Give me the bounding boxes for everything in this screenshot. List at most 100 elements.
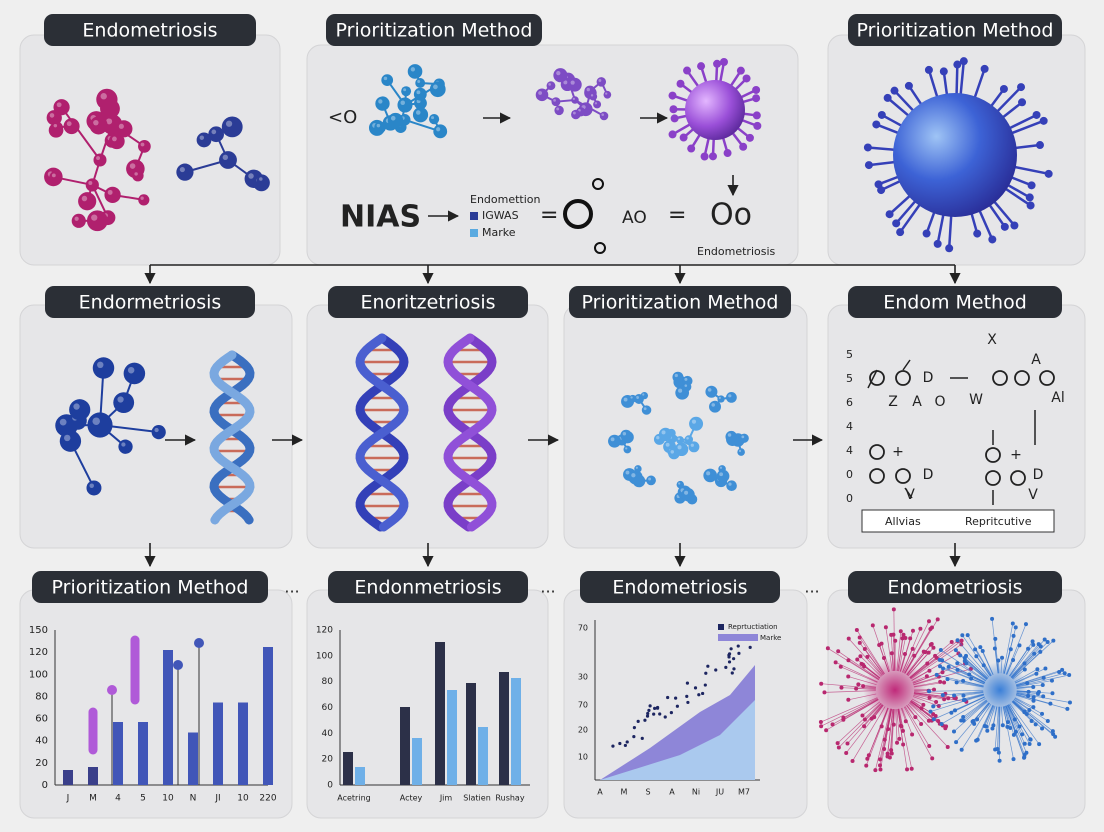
atom <box>89 116 108 135</box>
atom <box>672 371 684 383</box>
dot <box>173 660 183 670</box>
title-pill <box>328 286 528 318</box>
title-pill <box>328 571 528 603</box>
strand <box>209 350 255 525</box>
atom <box>551 97 561 107</box>
point <box>714 668 718 672</box>
point <box>669 711 673 715</box>
fiber-tip <box>929 641 934 646</box>
title-pill <box>848 571 1062 603</box>
axis-label: 5 <box>846 372 853 385</box>
spike-tip <box>999 84 1008 93</box>
fiber-tip <box>1036 642 1041 647</box>
fiber-tip <box>844 750 849 755</box>
title-pill <box>580 571 780 603</box>
fiber-tip <box>931 712 936 717</box>
symbol-label: A <box>912 394 922 410</box>
atom <box>726 392 737 403</box>
fiber-tip <box>1034 671 1039 676</box>
legend-label: IGWAS <box>482 209 519 222</box>
highlight <box>433 84 438 90</box>
fiber-tip <box>1024 750 1029 755</box>
fiber-tip <box>1049 678 1054 683</box>
highlight <box>548 83 551 86</box>
atom <box>256 174 269 187</box>
highlight <box>643 407 647 411</box>
fiber-tip <box>1040 711 1045 716</box>
y-tick-label: 80 <box>322 677 334 687</box>
fiber-tip <box>1050 691 1055 696</box>
bar <box>447 690 457 785</box>
highlight <box>431 116 435 120</box>
atom <box>414 96 427 110</box>
panel-title: Prioritization Method <box>582 292 779 314</box>
atom <box>374 121 386 134</box>
atom <box>433 124 448 139</box>
highlight <box>706 471 711 476</box>
atom <box>603 90 612 99</box>
y-tick-label: 60 <box>35 714 48 725</box>
x-tick-label: 5 <box>140 794 146 804</box>
fiber-tip <box>958 653 963 658</box>
highlight <box>64 434 71 442</box>
atom <box>689 416 704 431</box>
highlight <box>436 127 441 132</box>
fiber-tip <box>934 672 939 677</box>
spike-tip <box>708 152 717 161</box>
atom <box>429 81 446 98</box>
spike-tip <box>922 229 931 238</box>
node <box>895 370 911 386</box>
point <box>732 667 736 671</box>
fiber-tip <box>1035 691 1040 696</box>
spike-tip <box>933 239 942 248</box>
spike-tip <box>883 93 892 102</box>
fiber-tip <box>862 724 867 729</box>
highlight <box>661 430 666 435</box>
fiber-tip <box>866 753 871 758</box>
point <box>646 711 650 716</box>
highlight <box>711 403 716 407</box>
fiber-tip <box>949 640 954 645</box>
point <box>748 645 752 649</box>
fiber-tip <box>938 679 943 684</box>
spike-tip <box>877 110 886 119</box>
bar <box>188 732 198 785</box>
atom <box>108 133 125 150</box>
legend-swatch <box>470 229 478 237</box>
atom <box>123 362 146 385</box>
highlight <box>127 366 135 374</box>
spike-tip <box>959 57 968 66</box>
fiber-tip <box>905 767 910 772</box>
highlight <box>106 118 113 125</box>
fiber-tip <box>978 645 983 650</box>
highlight <box>91 214 98 221</box>
node <box>992 370 1008 386</box>
panel-title: Endom Method <box>883 292 1027 314</box>
spike-tip <box>713 59 722 68</box>
fiber-tip <box>833 660 838 665</box>
dot <box>194 638 204 648</box>
fiber-tip <box>973 647 978 652</box>
spike-tip <box>924 65 933 74</box>
atom <box>608 434 621 448</box>
strand <box>355 333 409 532</box>
atom <box>51 121 63 134</box>
fiber-tip <box>949 710 954 715</box>
highlight <box>73 403 80 410</box>
atom <box>623 445 632 454</box>
highlight <box>556 107 560 111</box>
fiber-tip <box>932 687 937 692</box>
spike-tip <box>1000 222 1009 231</box>
highlight <box>100 93 107 100</box>
atom <box>553 68 568 83</box>
legend-label: Marke <box>760 634 781 642</box>
fiber-tip <box>860 713 865 718</box>
bar <box>63 770 73 785</box>
fiber-tip <box>937 657 942 662</box>
x-tick-label: Actey <box>400 794 423 803</box>
fiber-tip <box>934 699 939 704</box>
atom <box>86 210 108 232</box>
highlight <box>199 135 205 140</box>
highlight <box>686 436 689 440</box>
spike-tip <box>973 229 982 238</box>
